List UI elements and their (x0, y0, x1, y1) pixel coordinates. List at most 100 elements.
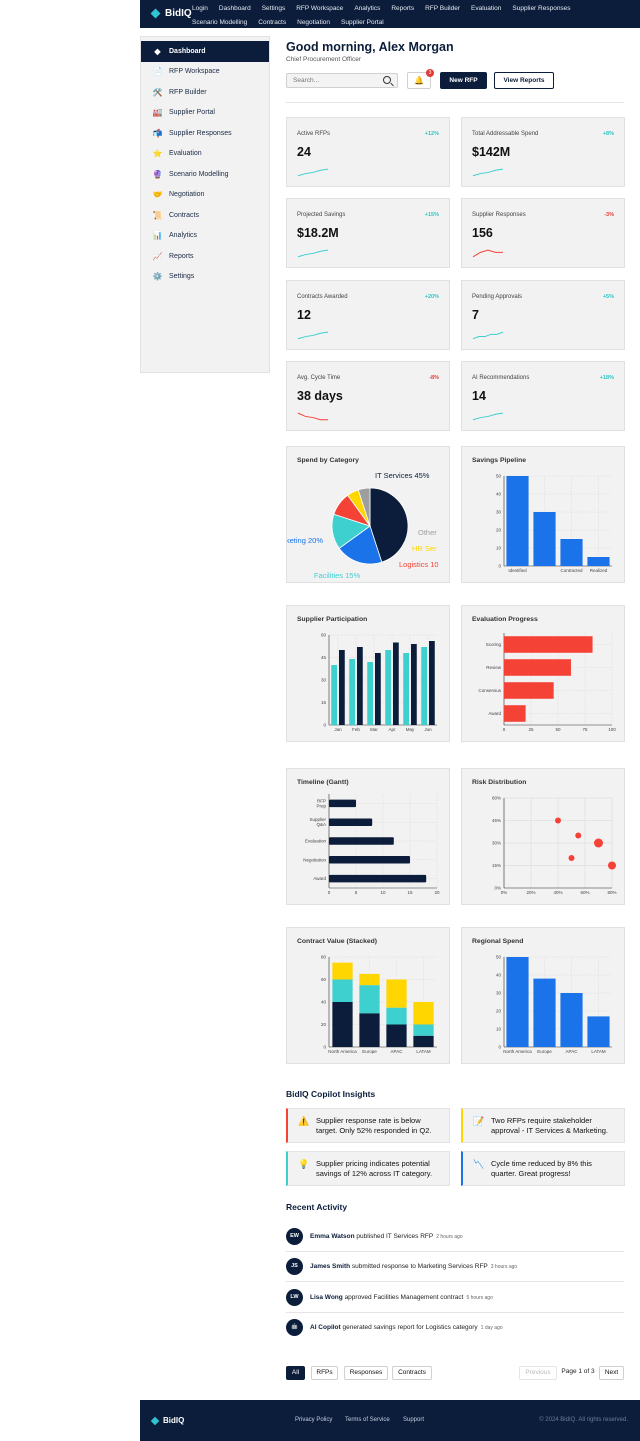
sidebar-item-rfp-workspace[interactable]: 📄 RFP Workspace (141, 62, 269, 83)
spend-by-category-card: Spend by Category IT Services 45% Marketi… (286, 446, 450, 583)
sidebar-item-scenario-modelling[interactable]: 🔮 Scenario Modelling (141, 164, 269, 185)
x-tick-label: 10 (380, 890, 386, 895)
nav-link-rfp-builder[interactable]: RFP Builder (425, 5, 461, 12)
previous-page-button[interactable]: Previous (519, 1366, 557, 1380)
y-tick-label: 20 (496, 1009, 502, 1014)
nav-link-settings[interactable]: Settings (261, 5, 286, 12)
sparkline-line (297, 331, 329, 340)
sidebar-item-dashboard[interactable]: ◆ Dashboard (141, 41, 269, 62)
kpi-sparkline (297, 412, 328, 421)
kpi-value: 7 (472, 308, 479, 322)
activity-user[interactable]: Emma Watson (310, 1233, 355, 1240)
view-reports-button[interactable]: View Reports (494, 72, 554, 89)
nav-link-supplier-responses[interactable]: Supplier Responses (512, 5, 571, 12)
activity-user[interactable]: Lisa Wong (310, 1294, 343, 1301)
activity-time: 1 day ago (480, 1325, 503, 1331)
bar-supplier-q-a (329, 818, 373, 826)
insight-card-1[interactable]: 📝 Two RFPs require stakeholder approval -… (461, 1108, 625, 1143)
top-navbar: BidIQ Login Dashboard Settings RFP Workspac… (140, 0, 640, 28)
x-tick-label: APAC (566, 1049, 579, 1054)
bar-award (504, 705, 526, 722)
nav-link-negotiation[interactable]: Negotiation (297, 19, 331, 26)
sidebar-item-evaluation[interactable]: ⭐ Evaluation (141, 144, 269, 165)
y-tick-label: Evaluation (305, 839, 327, 844)
chart-up-icon: 📊 (152, 231, 163, 241)
chart-title: Spend by Category (297, 457, 359, 464)
x-tick-label: 0 (503, 727, 506, 732)
search-icon[interactable] (383, 76, 391, 84)
nav-link-reports[interactable]: Reports (391, 5, 415, 12)
bar-north-america (506, 957, 529, 1047)
sparkline-line (472, 168, 504, 177)
x-tick-label: 100 (608, 727, 616, 732)
nav-link-login[interactable]: Login (192, 5, 208, 12)
y-tick-label: Review (486, 665, 502, 670)
nav-link-supplier-portal[interactable]: Supplier Portal (341, 19, 384, 26)
new-rfp-button[interactable]: New RFP (440, 72, 487, 89)
sidebar-item-settings[interactable]: ⚙️ Settings (141, 267, 269, 288)
x-tick-label: 50 (555, 727, 561, 732)
pie-label-it-services: IT Services 45% (375, 471, 430, 480)
kpi-value: 24 (297, 145, 311, 159)
activity-item: 🤖 AI Copilot generated savings report for… (286, 1317, 624, 1347)
sidebar-item-label: Reports (169, 252, 194, 260)
insight-card-3[interactable]: 📉 Cycle time reduced by 8% this quarter. … (461, 1151, 625, 1186)
insight-text: Cycle time reduced by 8% this quarter. G… (491, 1159, 592, 1178)
bar-jan-s1 (339, 650, 345, 725)
notifications-button[interactable]: 🔔 3 (407, 69, 434, 89)
notification-badge: 3 (426, 69, 434, 77)
sidebar-item-negotiation[interactable]: 🤝 Negotiation (141, 185, 269, 206)
nav-link-contracts[interactable]: Contracts (258, 19, 287, 26)
footer-brand[interactable]: BidIQ (150, 1416, 185, 1425)
brand-logo[interactable]: BidIQ (150, 8, 192, 19)
tab-responses[interactable]: Responses (344, 1366, 388, 1380)
sparkline-line (472, 249, 503, 258)
nav-link-scenario-modelling[interactable]: Scenario Modelling (192, 19, 248, 26)
insight-card-0[interactable]: ⚠️ Supplier response rate is below target… (286, 1108, 450, 1143)
nav-link-analytics[interactable]: Analytics (354, 5, 381, 12)
sidebar-item-analytics[interactable]: 📊 Analytics (141, 226, 269, 247)
tab-rfps[interactable]: RFPs (311, 1366, 338, 1380)
tab-contracts[interactable]: Contracts (392, 1366, 432, 1380)
search-input[interactable]: Search... (286, 73, 398, 88)
sidebar-item-label: Analytics (169, 232, 198, 240)
nav-link-rfp-workspace[interactable]: RFP Workspace (296, 5, 344, 12)
privacy-policy-link[interactable]: Privacy Policy (295, 1417, 333, 1423)
support-link[interactable]: Support (403, 1417, 425, 1423)
sidebar-item-supplier-responses[interactable]: 📬 Supplier Responses (141, 123, 269, 144)
bar-europe-s2 (359, 973, 380, 986)
tab-all[interactable]: All (286, 1366, 305, 1380)
warning-icon: ⚠️ (298, 1116, 310, 1126)
x-tick-label: Identified (508, 568, 527, 573)
insight-card-2[interactable]: 💡 Supplier pricing indicates potential sa… (286, 1151, 450, 1186)
activity-user[interactable]: James Smith (310, 1263, 351, 1270)
activity-title: Recent Activity (286, 1202, 348, 1212)
star-icon: ⭐ (152, 149, 163, 159)
bar-may-s1 (411, 644, 417, 725)
sidebar-item-contracts[interactable]: 📜 Contracts (141, 205, 269, 226)
y-tick-label: 20 (496, 528, 502, 533)
next-page-button[interactable]: Next (599, 1366, 624, 1380)
activity-user[interactable]: AI Copilot (310, 1324, 341, 1331)
y-tick-label: 45 (321, 655, 327, 660)
sidebar-item-rfp-builder[interactable]: 🛠️ RFP Builder (141, 82, 269, 103)
activity-divider (286, 1251, 624, 1252)
activity-item: LW Lisa Wong approved Facilities Manageme… (286, 1287, 624, 1317)
sparkline-line (297, 249, 329, 258)
sidebar-item-supplier-portal[interactable]: 🏭 Supplier Portal (141, 103, 269, 124)
footer-brand-name: BidIQ (163, 1416, 185, 1425)
x-tick-label: Apr (388, 727, 396, 732)
x-tick-label: North America (328, 1049, 357, 1054)
kpi-change: +20% (424, 294, 439, 300)
nav-link-dashboard[interactable]: Dashboard (218, 5, 251, 12)
y-tick-label: 30 (321, 678, 327, 683)
activity-item: JS James Smith submitted response to Mark… (286, 1256, 624, 1286)
activity-action: submitted response to Marketing Services… (351, 1263, 488, 1270)
nav-link-evaluation[interactable]: Evaluation (471, 5, 502, 12)
sidebar-item-reports[interactable]: 📈 Reports (141, 246, 269, 267)
y-tick-label: 10 (496, 1027, 502, 1032)
terms-of-service-link[interactable]: Terms of Service (345, 1417, 390, 1423)
sidebar-item-label: RFP Workspace (169, 68, 220, 76)
bell-icon: 🔔 (414, 76, 424, 85)
kpi-label: Total Addressable Spend (472, 131, 539, 137)
